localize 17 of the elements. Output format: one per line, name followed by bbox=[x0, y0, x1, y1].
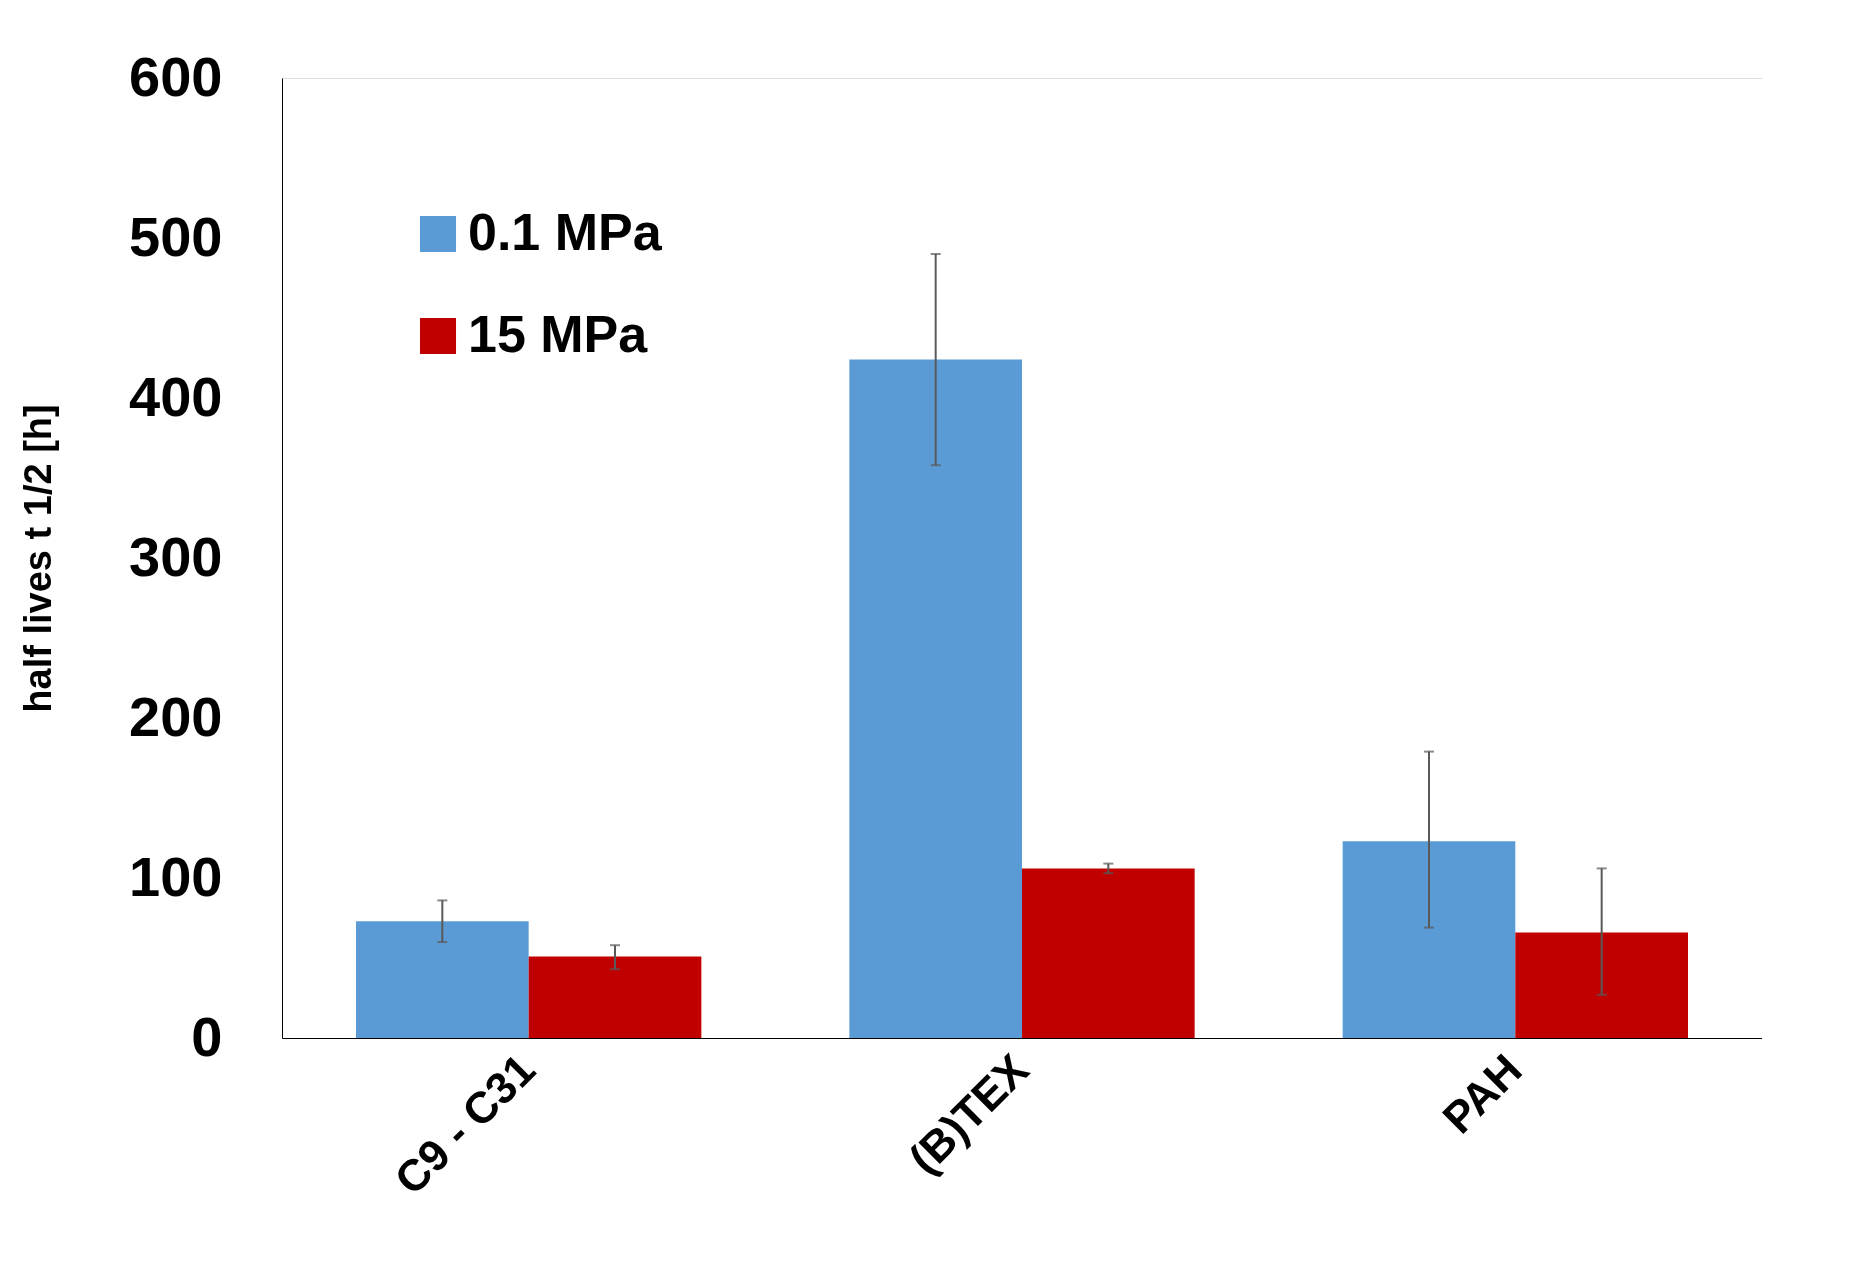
y-tick-label: 600 bbox=[129, 44, 223, 108]
bar bbox=[1022, 868, 1195, 1038]
legend-label: 0.1 MPa bbox=[468, 203, 663, 261]
bar bbox=[356, 921, 529, 1038]
bar bbox=[1342, 841, 1516, 1038]
y-tick-label: 500 bbox=[129, 204, 223, 268]
x-tick-label: C9 - C31 bbox=[385, 1044, 545, 1204]
bar bbox=[849, 359, 1022, 1038]
y-tick-label: 200 bbox=[129, 684, 223, 748]
legend-label: 15 MPa bbox=[468, 305, 649, 363]
y-axis-title: half lives t 1/2 [h] bbox=[17, 404, 60, 713]
bar bbox=[528, 956, 702, 1038]
y-tick-label: 400 bbox=[129, 364, 223, 428]
bar bbox=[1515, 932, 1688, 1038]
y-tick-label: 0 bbox=[191, 1004, 223, 1068]
y-tick-label: 100 bbox=[129, 844, 223, 908]
y-tick-label: 300 bbox=[129, 524, 223, 588]
